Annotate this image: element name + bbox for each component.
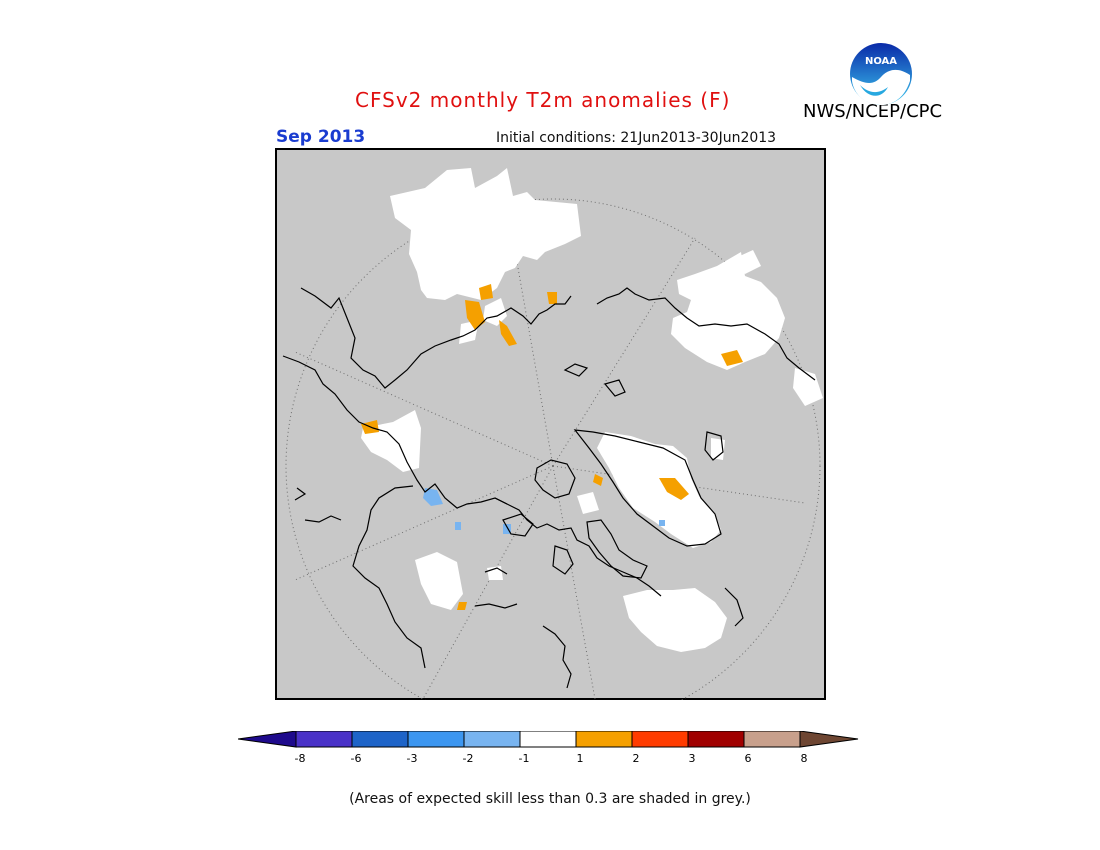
graticule bbox=[285, 198, 821, 700]
colorbar-bin bbox=[463, 731, 521, 748]
noaa-logo: NOAA bbox=[850, 43, 912, 105]
near-normal-region bbox=[415, 552, 463, 610]
colorbar-tick-label: 6 bbox=[745, 752, 752, 765]
agency-label: NWS/NCEP/CPC bbox=[803, 101, 943, 122]
near-normal-regions bbox=[361, 168, 823, 652]
warm-anomaly-region bbox=[593, 474, 603, 486]
coastline bbox=[596, 287, 816, 381]
coastline-island bbox=[552, 545, 574, 575]
meridian-line bbox=[552, 465, 806, 504]
near-normal-region bbox=[577, 492, 599, 514]
coastline bbox=[282, 355, 508, 509]
colorbar-tick-label: 3 bbox=[689, 752, 696, 765]
coastline-greenland bbox=[573, 429, 722, 547]
colorbar-bin bbox=[351, 731, 409, 748]
cool-anomaly-regions bbox=[423, 488, 665, 534]
colorbar-bin bbox=[631, 731, 689, 748]
initial-conditions-label: Initial conditions: 21Jun2013-30Jun2013 bbox=[496, 130, 777, 146]
graticule-circle bbox=[285, 198, 821, 700]
near-normal-region bbox=[731, 250, 761, 274]
warm-anomaly-region bbox=[499, 320, 517, 346]
cool-anomaly-region bbox=[455, 522, 461, 530]
warm-anomaly-region bbox=[659, 478, 689, 500]
near-normal-region bbox=[671, 252, 785, 370]
coastline bbox=[474, 603, 518, 609]
coastline bbox=[352, 485, 426, 669]
warm-anomaly-region bbox=[721, 350, 743, 366]
warm-anomaly-region bbox=[465, 300, 485, 330]
near-normal-region bbox=[483, 298, 507, 326]
forecast-month: Sep 2013 bbox=[276, 127, 366, 147]
coastline-island bbox=[502, 513, 534, 537]
warm-anomaly-region bbox=[479, 284, 493, 300]
chart-title: CFSv2 monthly T2m anomalies (F) bbox=[355, 88, 731, 112]
colorbar-bin bbox=[407, 731, 465, 748]
warm-anomaly-region bbox=[457, 602, 467, 610]
coastline-island bbox=[704, 431, 724, 461]
colorbar-bin bbox=[295, 731, 353, 748]
logo-text: NOAA bbox=[865, 56, 897, 67]
cool-anomaly-region bbox=[423, 488, 443, 506]
cool-anomaly-region bbox=[659, 520, 665, 526]
polar-anomaly-map bbox=[275, 148, 826, 700]
coastline bbox=[724, 587, 744, 627]
meridian-line bbox=[552, 237, 696, 467]
colorbar-tick-label: -2 bbox=[463, 752, 474, 765]
colorbar-bin bbox=[743, 731, 801, 748]
coastline bbox=[294, 487, 307, 501]
colorbar-arrow-high bbox=[799, 731, 859, 748]
colorbar: -8 -6 -3 -2 -1 1 2 3 6 8 bbox=[238, 731, 859, 765]
colorbar-bin bbox=[519, 731, 577, 748]
near-normal-region bbox=[623, 588, 727, 652]
colorbar-tick-label: -1 bbox=[519, 752, 530, 765]
colorbar-bin bbox=[687, 731, 745, 748]
colorbar-tick-label: -3 bbox=[407, 752, 418, 765]
coastline bbox=[304, 515, 342, 523]
colorbar-tick-label: -8 bbox=[295, 752, 306, 765]
colorbar-arrow-low bbox=[238, 731, 297, 748]
colorbar-bin bbox=[575, 731, 633, 748]
colorbar-tick-label: 1 bbox=[577, 752, 584, 765]
coastlines bbox=[282, 287, 816, 689]
meridian-line bbox=[422, 465, 554, 700]
skill-footnote: (Areas of expected skill less than 0.3 a… bbox=[349, 791, 751, 807]
near-normal-region bbox=[390, 168, 581, 300]
coastline-island bbox=[586, 519, 648, 579]
colorbar-tick-label: -6 bbox=[351, 752, 362, 765]
colorbar-tick-label: 8 bbox=[801, 752, 808, 765]
coastline bbox=[484, 567, 508, 575]
coastline-island bbox=[534, 459, 576, 499]
coastline-island bbox=[603, 379, 626, 397]
warm-anomaly-region bbox=[547, 292, 557, 304]
near-normal-region bbox=[597, 432, 721, 548]
coastline bbox=[542, 625, 572, 689]
coastline bbox=[300, 287, 572, 389]
coastline-island bbox=[563, 363, 589, 377]
colorbar-tick-label: 2 bbox=[633, 752, 640, 765]
near-normal-region bbox=[793, 368, 823, 406]
